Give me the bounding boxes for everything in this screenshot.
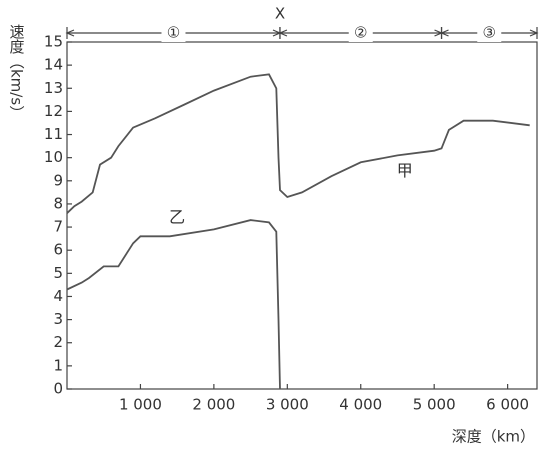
y-tick-label: 14: [44, 56, 63, 74]
y-tick-label: 11: [44, 125, 63, 143]
y-tick-label: 3: [53, 310, 63, 328]
series-line: [66, 219, 281, 390]
y-tick-label: 6: [53, 241, 63, 259]
y-tick-label: 5: [53, 264, 63, 282]
arrow-head: [65, 29, 75, 37]
x-tick-label: 1 000: [119, 396, 162, 414]
y-tick-label: 15: [44, 33, 63, 51]
y-tick-label: 10: [44, 148, 63, 166]
y-tick-label: 9: [53, 171, 63, 189]
label-bg: [161, 24, 186, 42]
arrow-head: [529, 29, 539, 37]
layer-label: ①: [167, 24, 180, 42]
arrow-head: [278, 29, 288, 37]
series-label: 乙: [169, 207, 185, 226]
x-tick-label: 3 000: [266, 396, 309, 414]
series-label: 甲: [397, 161, 413, 180]
y-tick-label: 4: [53, 287, 63, 305]
y-tick-label: 12: [44, 102, 63, 120]
boundary-label: X: [275, 5, 285, 23]
x-tick-label: 4 000: [339, 396, 382, 414]
layer-label: ②: [354, 24, 367, 42]
label-bg: [348, 24, 373, 42]
x-axis-title: 深度（km）: [452, 428, 535, 446]
y-tick-label: 8: [53, 194, 63, 212]
y-tick-label: 0: [53, 380, 63, 398]
y-tick-label: 1: [53, 356, 63, 374]
y-tick-label: 2: [53, 333, 63, 351]
y-axis-title: 速度（km/s）: [8, 24, 26, 120]
x-tick-label: 6 000: [486, 396, 529, 414]
arrow-head: [440, 29, 449, 37]
label-bg: [477, 24, 502, 42]
plot-frame: [66, 41, 538, 390]
y-tick-label: 7: [53, 218, 63, 236]
layer-label: ③: [483, 24, 496, 42]
y-tick-label: 13: [44, 79, 63, 97]
x-tick-label: 5 000: [413, 396, 456, 414]
x-tick-label: 2 000: [192, 396, 235, 414]
series-line: [66, 73, 530, 214]
